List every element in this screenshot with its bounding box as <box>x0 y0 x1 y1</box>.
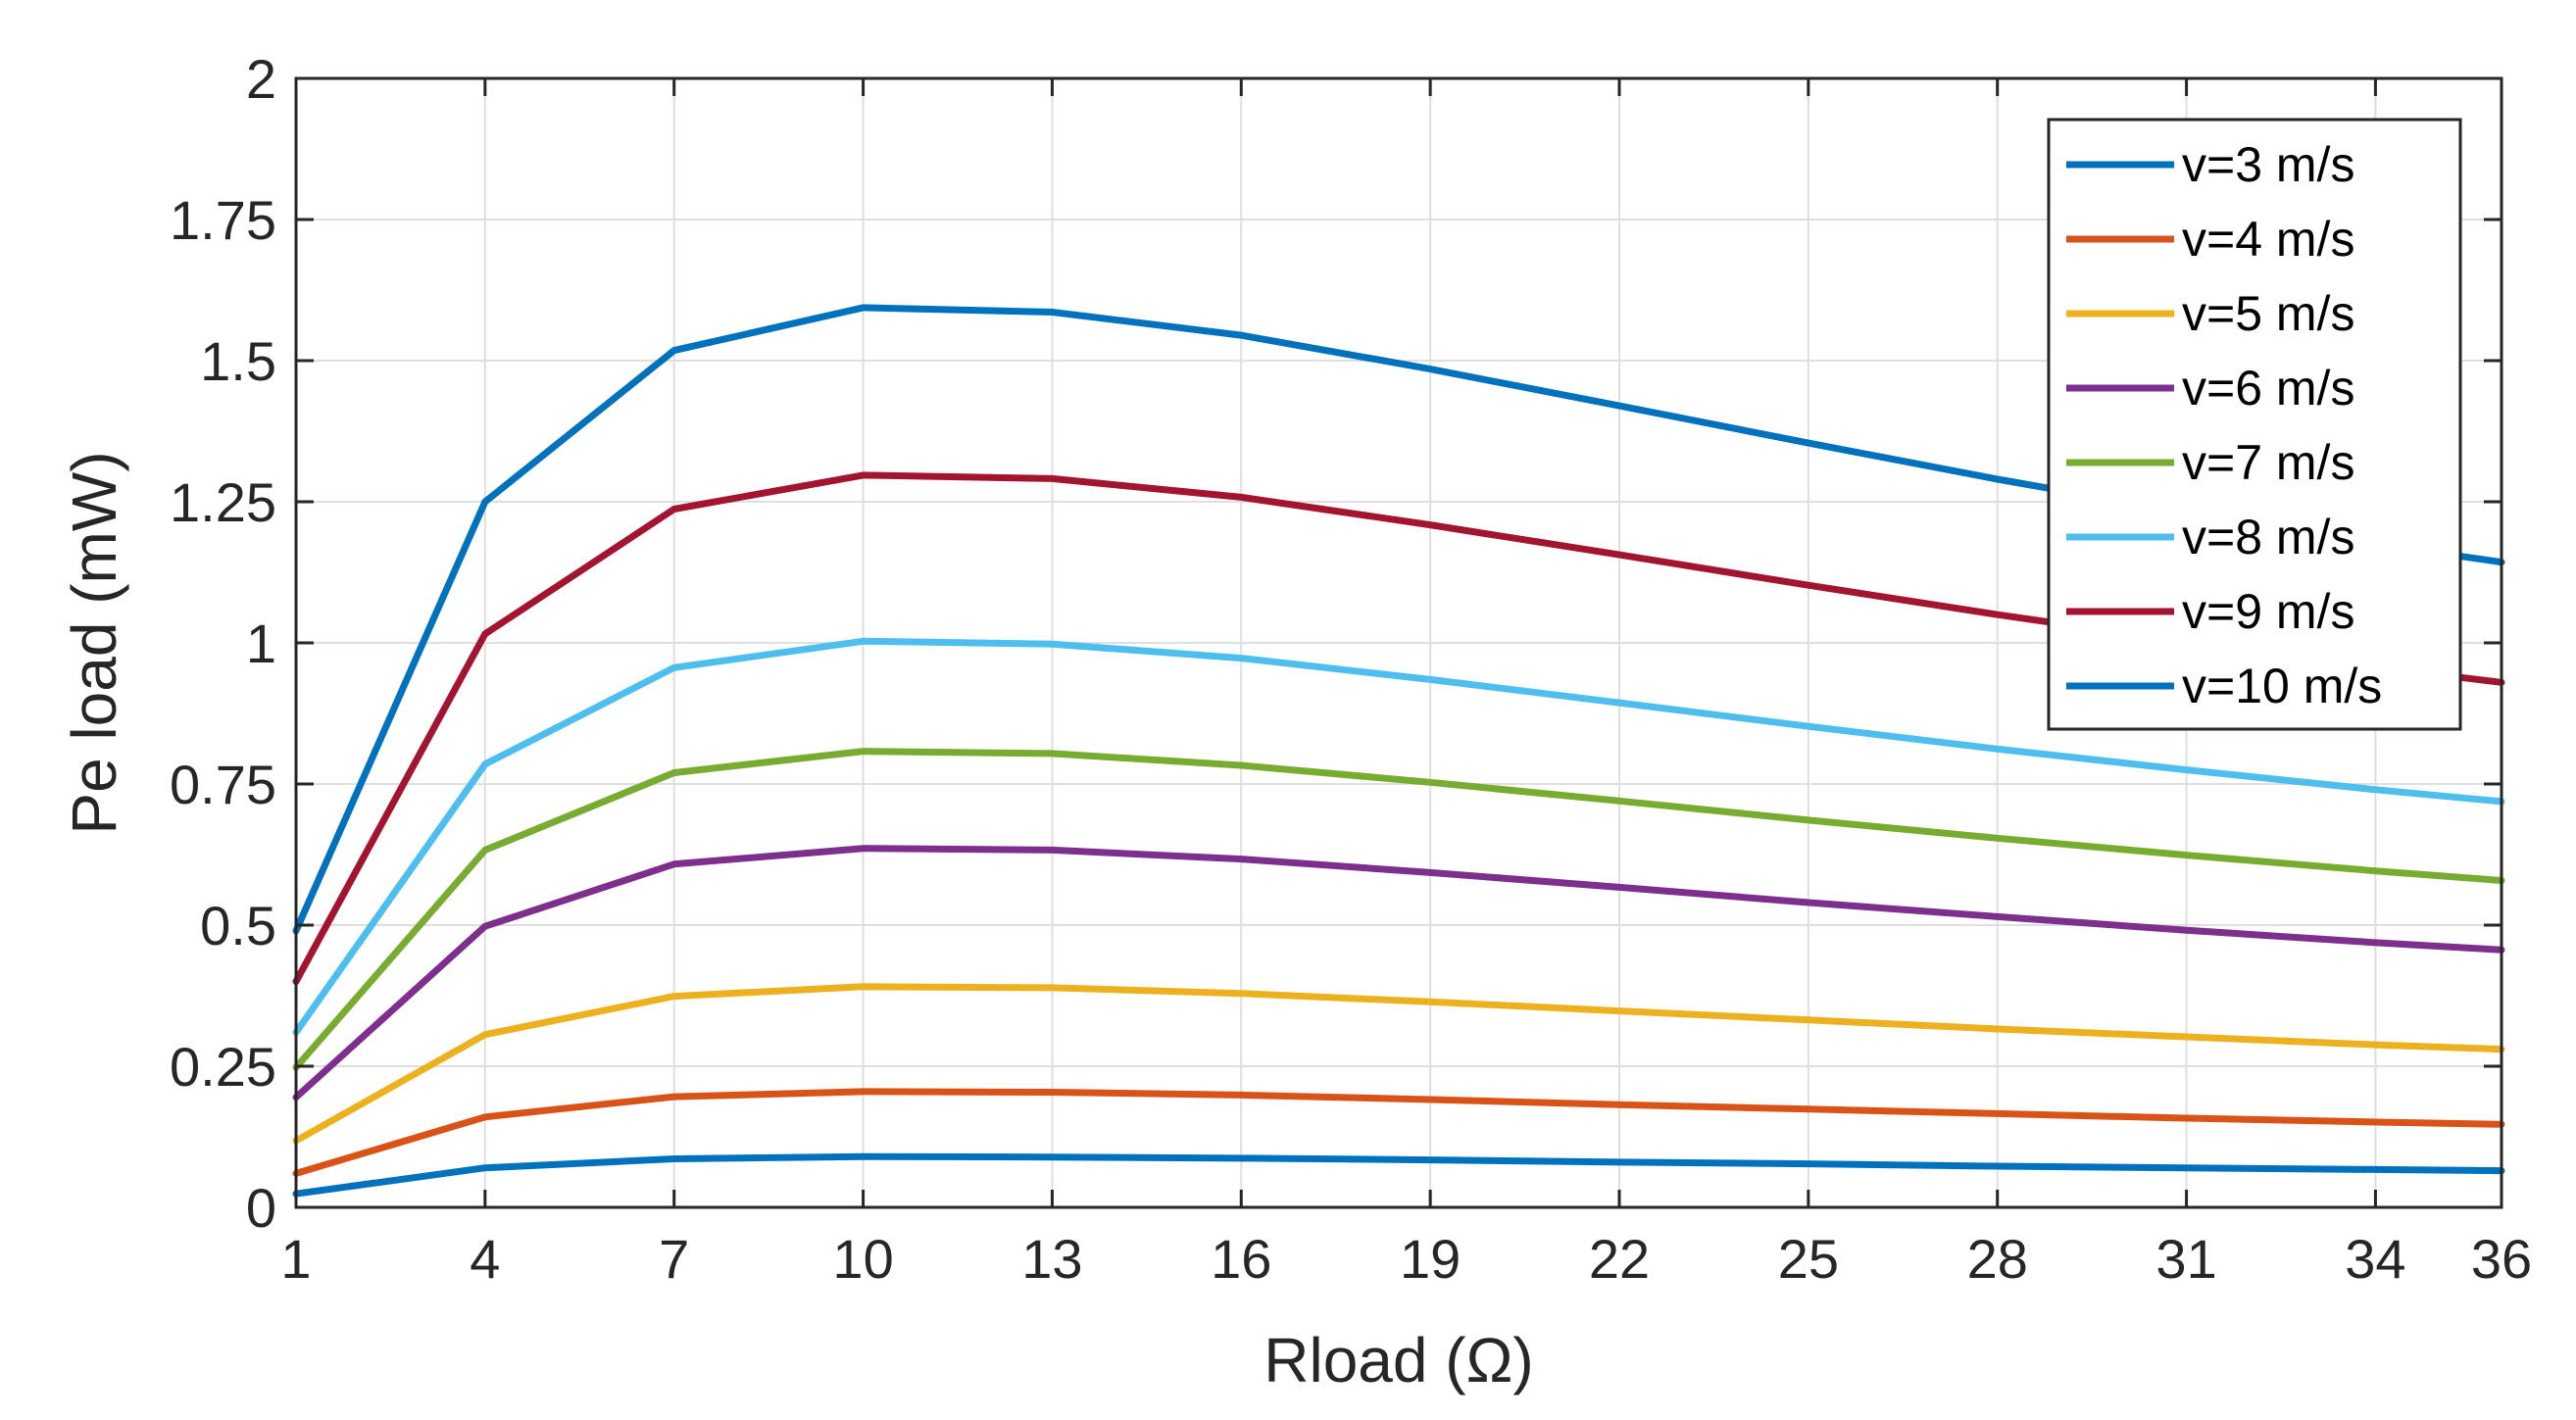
series-line-1 <box>292 1152 2505 1198</box>
x-tick-label: 16 <box>1211 1228 1271 1290</box>
legend-entry: v=10 m/s <box>2182 659 2382 713</box>
x-tick-label: 10 <box>832 1228 893 1290</box>
legend-box <box>2047 118 2462 731</box>
series-line-5 <box>292 748 2505 1071</box>
y-tick-label: 1 <box>246 612 276 674</box>
y-tick-label: 0.5 <box>200 895 276 956</box>
series-line-4 <box>292 845 2505 1102</box>
x-axis-label: Rload (Ω) <box>1263 1325 1533 1396</box>
series-lines <box>292 304 2505 1198</box>
x-tick-label: 4 <box>470 1228 500 1290</box>
x-tick-label: 7 <box>659 1228 689 1290</box>
legend-entry: v=3 m/s <box>2182 137 2354 192</box>
y-tick-label: 1.5 <box>200 330 276 392</box>
x-axis-ticks: 1 4 7 10 13 16 19 22 25 28 31 34 36 <box>280 78 2532 1290</box>
legend-entry: v=9 m/s <box>2182 584 2354 639</box>
y-axis-ticks: 0 0.25 0.5 0.75 1 1.25 1.5 1.75 2 <box>170 48 2502 1239</box>
x-tick-label: 36 <box>2471 1228 2532 1290</box>
x-tick-label: 34 <box>2345 1228 2405 1290</box>
x-tick-label: 25 <box>1778 1228 1839 1290</box>
x-tick-label: 1 <box>280 1228 311 1290</box>
y-tick-label: 2 <box>246 48 276 110</box>
y-axis-label: Pe load (mW) <box>59 451 129 834</box>
y-tick-label: 0.25 <box>170 1036 276 1098</box>
y-tick-label: 0.75 <box>170 754 276 815</box>
legend-entry: v=4 m/s <box>2182 212 2354 267</box>
legend-entry: v=5 m/s <box>2182 286 2354 341</box>
y-tick-label: 0 <box>246 1177 276 1239</box>
series-line-2 <box>292 1088 2505 1177</box>
legend: v=3 m/s v=4 m/s v=5 m/s v=6 m/s v=7 m/s v=8 m… <box>2047 118 2462 731</box>
y-tick-label: 1.75 <box>170 189 276 251</box>
x-tick-label: 22 <box>1589 1228 1650 1290</box>
series-line-3 <box>292 983 2505 1145</box>
x-tick-label: 19 <box>1400 1228 1461 1290</box>
series-line-6 <box>292 637 2505 1036</box>
legend-entry: v=7 m/s <box>2182 435 2354 490</box>
x-tick-label: 28 <box>1967 1228 2028 1290</box>
x-tick-label: 13 <box>1021 1228 1082 1290</box>
legend-entry: v=6 m/s <box>2182 361 2354 416</box>
x-tick-label: 31 <box>2155 1228 2216 1290</box>
legend-entry: v=8 m/s <box>2182 510 2354 564</box>
y-tick-label: 1.25 <box>170 471 276 533</box>
